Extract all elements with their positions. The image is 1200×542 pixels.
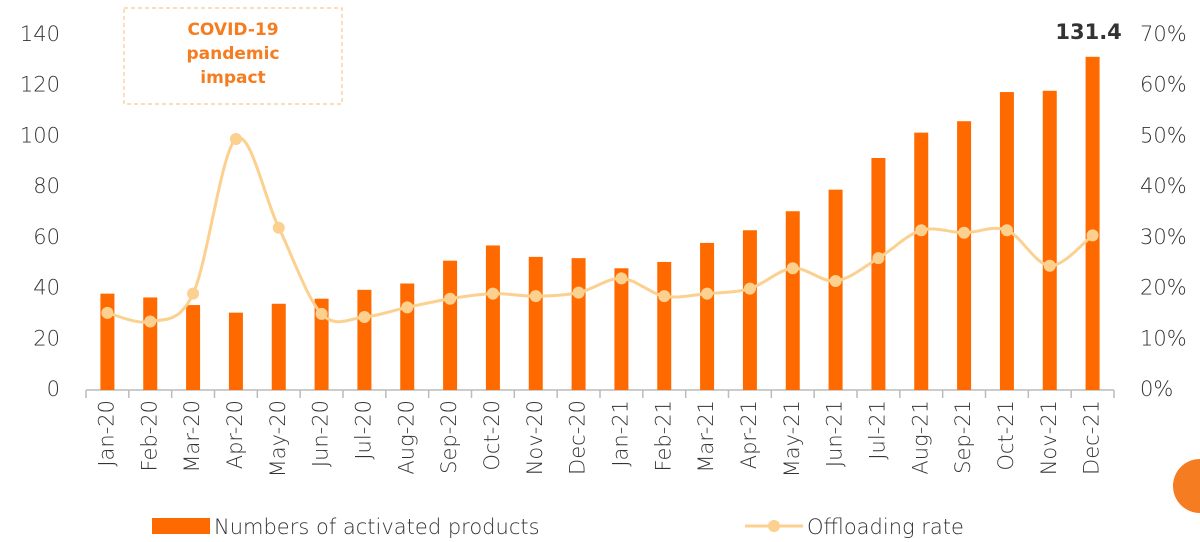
bar [228,312,243,390]
x-tick-label: Jun-20 [309,400,333,467]
y2-tick-label: 0% [1140,377,1173,401]
line-point [1000,224,1013,237]
bar [400,283,415,390]
line-point [187,287,200,300]
x-tick-label: Aug-20 [394,400,418,475]
bar [785,211,800,390]
x-tick-label: Sep-20 [437,400,461,474]
bar [828,189,843,390]
y2-tick-label: 30% [1140,225,1187,249]
bar [999,92,1014,390]
line-point [701,287,714,300]
line-point [358,310,371,323]
line-point [743,282,756,295]
y-tick-label: 20 [33,326,60,350]
bar [485,245,500,390]
line-point [958,226,971,239]
bar [186,305,201,390]
legend-label: Offloading rate [807,515,964,539]
bar [742,230,757,390]
line-point [315,307,328,320]
line-point [829,274,842,287]
x-tick-label: Dec-20 [566,400,590,475]
y2-tick-label: 70% [1140,22,1187,46]
x-tick-label: Mar-20 [180,400,204,473]
annotation-box [123,7,343,105]
bar [871,157,886,390]
legend-label: Numbers of activated products [214,515,540,539]
legend-swatch [768,520,780,532]
y-tick-label: 80 [33,174,60,198]
y2-tick-label: 50% [1140,123,1187,147]
x-tick-label: Nov-20 [523,400,547,475]
y2-tick-label: 10% [1140,326,1187,350]
x-tick-label: Mar-21 [694,400,718,473]
line-point [786,262,799,275]
y2-tick-label: 60% [1140,73,1187,97]
corner-badge [1173,459,1200,513]
y2-tick-label: 40% [1140,174,1187,198]
bar [914,132,929,390]
x-tick-label: Oct-20 [480,400,504,471]
y-tick-label: 100 [20,123,60,147]
legend-swatch [152,518,210,534]
y2-tick-label: 20% [1140,276,1187,300]
x-tick-label: Jan-21 [608,400,632,467]
annotation-text: impact [200,68,265,88]
line [107,136,1094,324]
bar [1042,90,1057,391]
bar [957,121,972,390]
line-point [144,315,157,328]
line-point [529,290,542,303]
annotation-text: COVID-19 [187,20,278,40]
line-point [658,290,671,303]
line-point [615,272,628,285]
line-point [272,221,285,234]
line-point [915,224,928,237]
bar [443,260,458,390]
x-tick-label: Dec-21 [1080,400,1104,475]
x-tick-label: Jul-20 [351,400,375,460]
bar [700,242,715,390]
line-point [229,132,242,145]
bar [271,303,286,390]
y-tick-label: 140 [20,22,60,46]
x-tick-label: Sep-21 [951,400,975,474]
x-tick-label: Jan-20 [94,400,118,467]
line-point [101,306,114,319]
x-tick-label: Jul-21 [865,400,889,460]
x-tick-label: Jun-21 [823,400,847,467]
y-tick-label: 0 [47,377,60,401]
x-tick-label: May-20 [266,400,290,477]
y-tick-label: 60 [33,225,60,249]
x-tick-label: May-21 [780,400,804,477]
bar [528,256,543,390]
y-tick-label: 120 [20,73,60,97]
line-point [401,301,414,314]
annotation-text: pandemic [186,44,279,64]
x-tick-label: Nov-21 [1037,400,1061,475]
bar [314,298,329,390]
x-tick-label: Feb-21 [651,400,675,471]
line-point [1043,259,1056,272]
line-point [486,287,499,300]
bar [571,258,586,390]
bar [143,297,158,390]
x-tick-label: Oct-21 [994,400,1018,471]
line-point [444,292,457,305]
data-label: 131.4 [1055,20,1121,44]
y-tick-label: 40 [33,276,60,300]
bar [657,261,672,390]
x-tick-label: Apr-21 [737,400,761,469]
line-point [872,252,885,265]
line-point [1086,229,1099,242]
x-tick-label: Apr-20 [223,400,247,469]
x-tick-label: Aug-21 [908,400,932,475]
line-point [572,286,585,299]
bar [614,268,629,390]
bar [357,289,372,390]
x-tick-label: Feb-20 [137,400,161,471]
bar [1085,56,1100,391]
